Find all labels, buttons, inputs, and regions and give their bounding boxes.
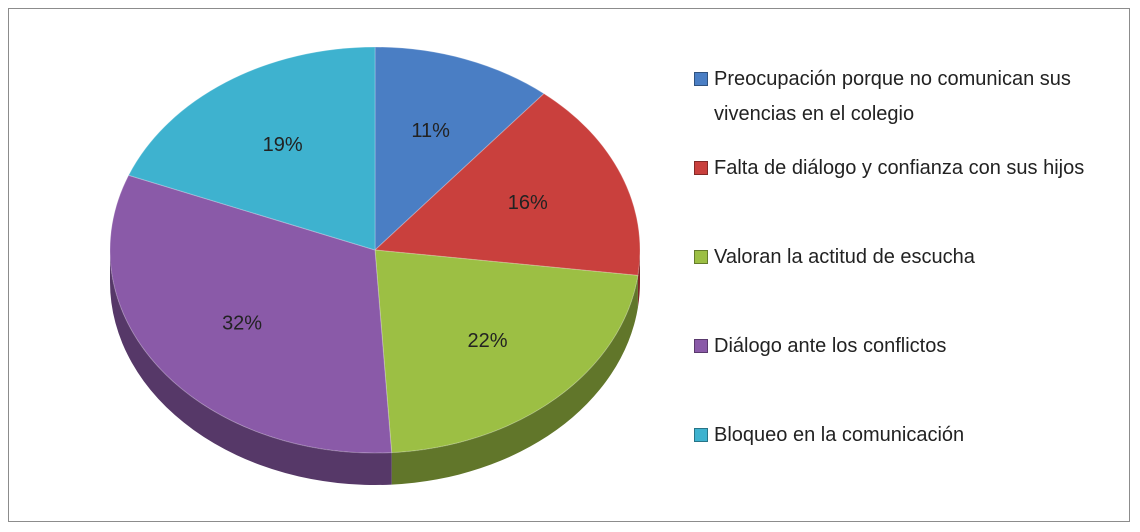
pie-side [637,250,640,308]
legend-swatch [694,72,708,86]
legend-label: Preocupación porque no comunican sus viv… [714,68,1071,125]
pie-slice [374,249,639,454]
pie-slice [127,46,376,251]
legend-item: Preocupación porque no comunican sus viv… [694,62,1114,132]
chart-border [8,8,1130,522]
legend-item: Valoran la actitud de escucha [694,240,1114,275]
legend-item: Diálogo ante los conflictos [694,329,1114,364]
legend-label: Bloqueo en la comunicación [714,424,965,446]
legend-label: Falta de diálogo y confianza con sus hij… [714,157,1085,179]
data-label: 32% [222,312,262,334]
data-label: 19% [263,134,303,156]
pie-side [391,275,638,485]
legend-item: Bloqueo en la comunicación [694,418,1114,453]
data-label: 11% [411,120,450,142]
pie-slice [109,174,393,454]
legend-swatch [694,161,708,175]
pie-side [110,250,392,485]
legend-swatch [694,339,708,353]
pie-slice [374,46,545,252]
legend-label: Diálogo ante los conflictos [714,335,947,357]
legend-item: Falta de diálogo y confianza con sus hij… [694,151,1114,186]
legend-label: Valoran la actitud de escucha [714,246,975,268]
pie-slice [373,92,641,276]
data-label: 22% [467,330,507,352]
data-label: 16% [508,192,548,214]
legend-swatch [694,250,708,264]
legend-swatch [694,428,708,442]
